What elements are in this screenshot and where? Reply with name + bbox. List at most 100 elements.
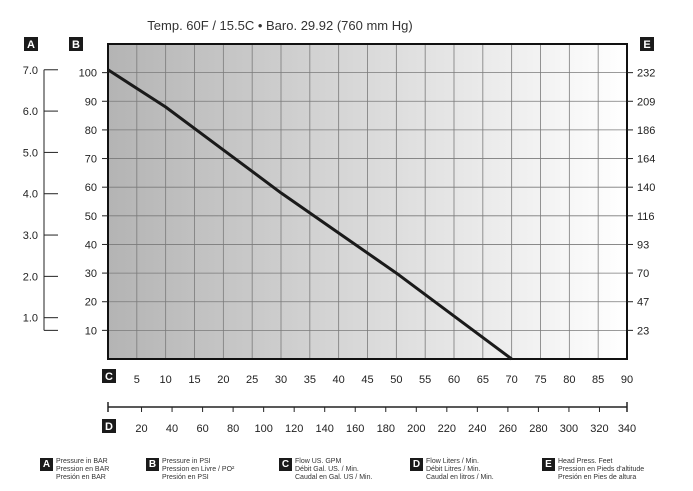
axis-badge-e-letter: E <box>643 39 650 51</box>
feet-tick-label: 116 <box>637 211 655 223</box>
legend-line: Presión en BAR <box>56 474 106 481</box>
feet-tick-label: 70 <box>637 268 649 280</box>
legend-line: Pression en BAR <box>56 466 110 473</box>
bar-tick-label: 3.0 <box>23 230 38 242</box>
feet-tick-label: 209 <box>637 96 655 108</box>
lpm-tick-label: 260 <box>499 423 517 435</box>
axis-badge-a-letter: A <box>27 39 35 51</box>
psi-tick-label: 30 <box>85 268 97 280</box>
legend-line: Pressure in BAR <box>56 458 108 465</box>
axis-badge-e <box>640 37 654 51</box>
legend-line: Caudal en litros / Min. <box>426 474 494 481</box>
axis-badge-c-letter: C <box>105 371 113 383</box>
lpm-tick-label: 300 <box>560 423 578 435</box>
legend-line: Caudal en Gal. US / Min. <box>295 474 373 481</box>
legend-badge: E <box>542 458 555 471</box>
legend-line: Pression en Livre / PO² <box>162 466 235 473</box>
feet-tick-label: 232 <box>637 68 655 80</box>
bar-tick-label: 7.0 <box>23 65 38 77</box>
gpm-tick-label: 65 <box>477 374 489 386</box>
axis-badge-b <box>69 37 83 51</box>
performance-curve <box>107 68 513 361</box>
psi-tick-label: 80 <box>85 125 97 137</box>
bar-tick-label: 6.0 <box>23 106 38 118</box>
lpm-tick-label: 80 <box>227 423 239 435</box>
gpm-tick-label: 45 <box>361 374 373 386</box>
bar-tick-label: 4.0 <box>23 189 38 201</box>
legend-line: Flow Liters / Min. <box>426 458 479 465</box>
lpm-tick-label: 240 <box>468 423 486 435</box>
feet-tick-label: 186 <box>637 125 655 137</box>
gpm-tick-label: 55 <box>419 374 431 386</box>
gpm-tick-label: 25 <box>246 374 258 386</box>
axis-badge-d-letter: D <box>105 421 113 433</box>
legend-item-a: A Pressure in BAR Pression en BAR Presión e… <box>40 458 109 482</box>
gpm-tick-label: 5 <box>134 374 140 386</box>
legend-text: Head Press. Feet Pression en Pieds d'alti… <box>558 458 644 482</box>
psi-tick-label: 50 <box>85 211 97 223</box>
gpm-tick-label: 75 <box>534 374 546 386</box>
psi-tick-label: 60 <box>85 182 97 194</box>
chart-title: Temp. 60F / 15.5C • Baro. 29.92 (760 mm … <box>147 18 412 33</box>
legend: A Pressure in BAR Pression en BAR Presión e… <box>0 458 693 491</box>
lpm-tick-label: 20 <box>135 423 147 435</box>
legend-text: Flow Liters / Min. Débit Litres / Min. Cau… <box>426 458 494 482</box>
legend-line: Presión en Pies de altura <box>558 474 637 481</box>
gpm-tick-label: 40 <box>333 374 345 386</box>
legend-text: Pressure in BAR Pression en BAR Presión en… <box>56 458 109 482</box>
legend-line: Flow US. GPM <box>295 458 342 465</box>
lpm-tick-label: 100 <box>254 423 272 435</box>
axis-badge-b-letter: B <box>72 39 80 51</box>
lpm-tick-label: 160 <box>346 423 364 435</box>
legend-badge: B <box>146 458 159 471</box>
gpm-tick-label: 35 <box>304 374 316 386</box>
plot-frame <box>107 43 628 360</box>
gpm-tick-label: 30 <box>275 374 287 386</box>
feet-tick-label: 164 <box>637 154 655 166</box>
feet-tick-label: 47 <box>637 297 649 309</box>
gpm-tick-label: 50 <box>390 374 402 386</box>
lpm-tick-label: 120 <box>285 423 303 435</box>
legend-badge: C <box>279 458 292 471</box>
legend-item-e: E Head Press. Feet Pression en Pieds d'alt… <box>542 458 644 482</box>
psi-tick-label: 70 <box>85 154 97 166</box>
legend-badge: A <box>40 458 53 471</box>
legend-item-d: D Flow Liters / Min. Débit Litres / Min. Ca… <box>410 458 494 482</box>
gpm-tick-label: 85 <box>592 374 604 386</box>
gpm-tick-label: 90 <box>621 374 633 386</box>
lpm-tick-label: 340 <box>618 423 636 435</box>
legend-line: Débit Gal. US. / Min. <box>295 466 359 473</box>
legend-line: Head Press. Feet <box>558 458 613 465</box>
legend-text: Pressure in PSI Pression en Livre / PO² Pr… <box>162 458 234 482</box>
gpm-tick-label: 80 <box>563 374 575 386</box>
feet-tick-label: 23 <box>637 325 649 337</box>
legend-item-c: C Flow US. GPM Débit Gal. US. / Min. Caudal… <box>279 458 372 482</box>
lpm-tick-label: 220 <box>438 423 456 435</box>
legend-text: Flow US. GPM Débit Gal. US. / Min. Caudal … <box>295 458 372 482</box>
lpm-tick-label: 320 <box>590 423 608 435</box>
lpm-tick-label: 60 <box>196 423 208 435</box>
legend-line: Pression en Pieds d'altitude <box>558 466 645 473</box>
legend-line: Pressure in PSI <box>162 458 211 465</box>
gpm-tick-label: 15 <box>188 374 200 386</box>
bar-tick-label: 2.0 <box>23 271 38 283</box>
gpm-tick-label: 70 <box>506 374 518 386</box>
psi-tick-label: 20 <box>85 297 97 309</box>
psi-tick-label: 10 <box>85 325 97 337</box>
lpm-tick-label: 280 <box>529 423 547 435</box>
gpm-tick-label: 10 <box>160 374 172 386</box>
gpm-tick-label: 20 <box>217 374 229 386</box>
legend-item-b: B Pressure in PSI Pression en Livre / PO² P… <box>146 458 234 482</box>
legend-line: Débit Litres / Min. <box>426 466 481 473</box>
axis-badge-a <box>24 37 38 51</box>
axis-badge-c <box>102 369 116 383</box>
lpm-tick-label: 40 <box>166 423 178 435</box>
legend-badge: D <box>410 458 423 471</box>
bar-tick-label: 5.0 <box>23 147 38 159</box>
psi-tick-label: 100 <box>79 68 97 80</box>
feet-tick-label: 93 <box>637 239 649 251</box>
axis-badge-d <box>102 419 116 433</box>
psi-tick-label: 40 <box>85 239 97 251</box>
bar-tick-label: 1.0 <box>23 313 38 325</box>
